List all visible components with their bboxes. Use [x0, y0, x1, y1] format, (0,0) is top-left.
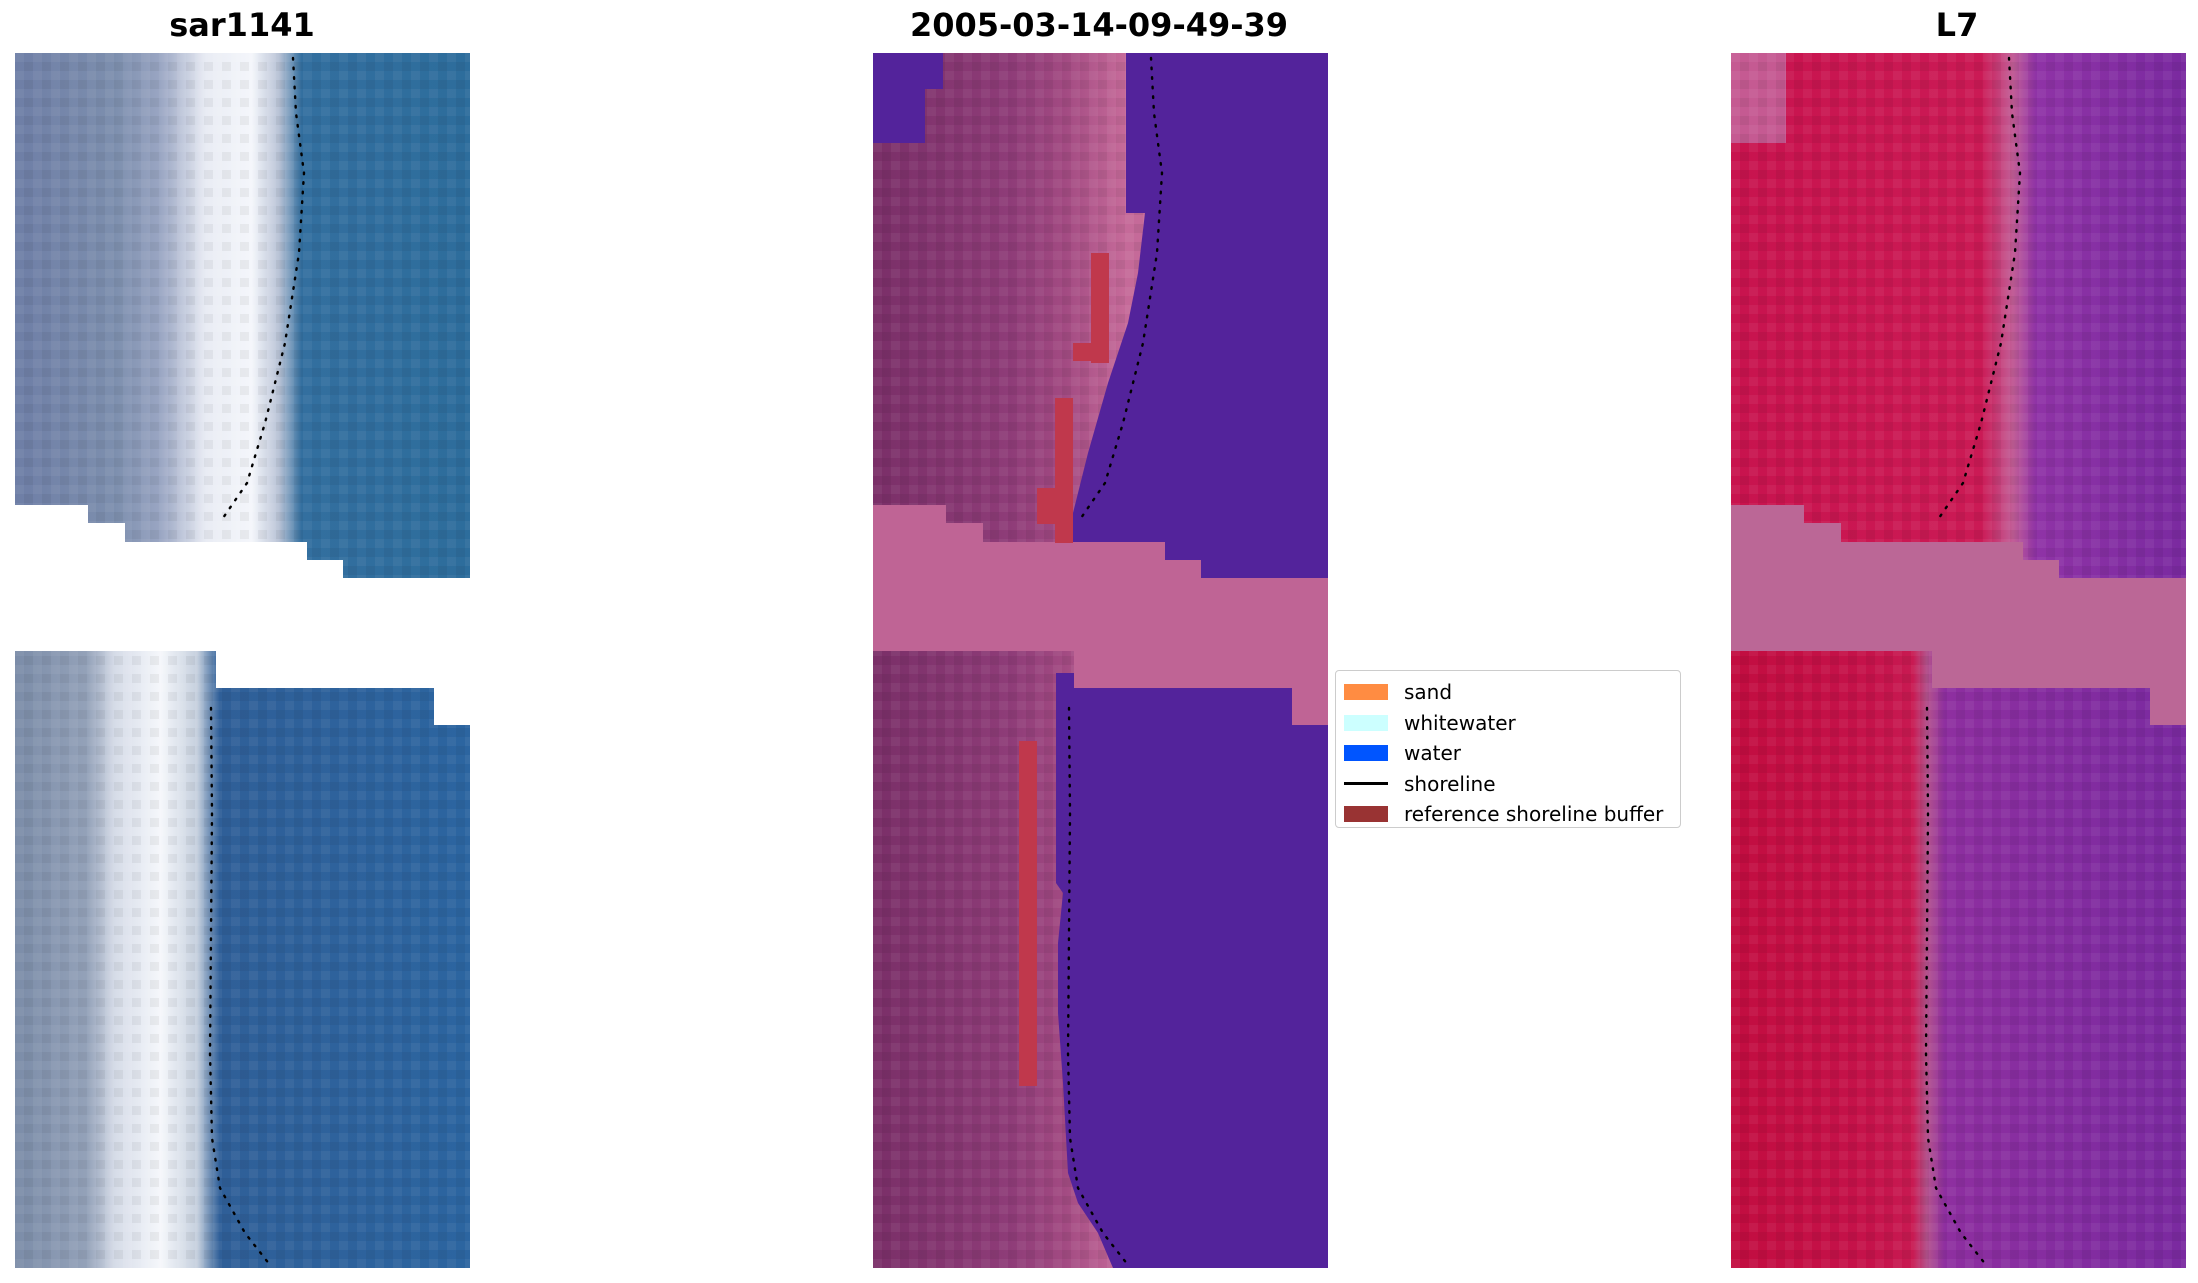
- buffer-swatch: [1344, 806, 1388, 823]
- water-swatch: [1344, 745, 1388, 762]
- legend-label: reference shoreline buffer: [1404, 802, 1664, 827]
- panel-title-date: 2005-03-14-09-49-39: [909, 6, 1289, 44]
- rgb-image: [15, 53, 470, 1268]
- buffer-segment: [1091, 253, 1109, 363]
- buffer-segment: [1055, 398, 1073, 543]
- legend-label: whitewater: [1404, 710, 1516, 735]
- shoreline-line: [1079, 56, 1164, 520]
- index-image-panel: [1731, 53, 2186, 1268]
- shoreline-line: [1066, 706, 1130, 1267]
- classified-image: [873, 53, 1328, 1268]
- legend-item-whitewater: whitewater: [1344, 708, 1672, 739]
- shoreline-line: [208, 706, 272, 1267]
- buffer-segment: [1037, 488, 1055, 524]
- shoreline-line: [1924, 706, 1988, 1267]
- legend-item-shoreline: shoreline: [1344, 769, 1672, 800]
- legend-item-buffer: reference shoreline buffer: [1344, 799, 1672, 830]
- legend: sand whitewater water shoreline referenc…: [1335, 670, 1681, 828]
- buffer-segment: [1073, 343, 1109, 361]
- panel-title-index: L7: [1935, 6, 1979, 44]
- index-image: [1731, 53, 2186, 1268]
- legend-label: shoreline: [1404, 771, 1496, 796]
- sand-swatch: [1344, 684, 1388, 701]
- legend-item-water: water: [1344, 738, 1672, 769]
- legend-label: sand: [1404, 680, 1453, 705]
- shoreline-line: [221, 56, 306, 520]
- shoreline-swatch: [1344, 776, 1388, 792]
- whitewater-swatch: [1344, 714, 1388, 731]
- legend-label: water: [1404, 741, 1461, 766]
- rgb-image-panel: [15, 53, 470, 1268]
- classified-image-panel: [873, 53, 1328, 1268]
- shoreline-line: [1937, 56, 2022, 520]
- legend-item-sand: sand: [1344, 677, 1672, 708]
- buffer-segment: [1019, 741, 1037, 1086]
- panel-title-rgb: sar1141: [169, 6, 315, 44]
